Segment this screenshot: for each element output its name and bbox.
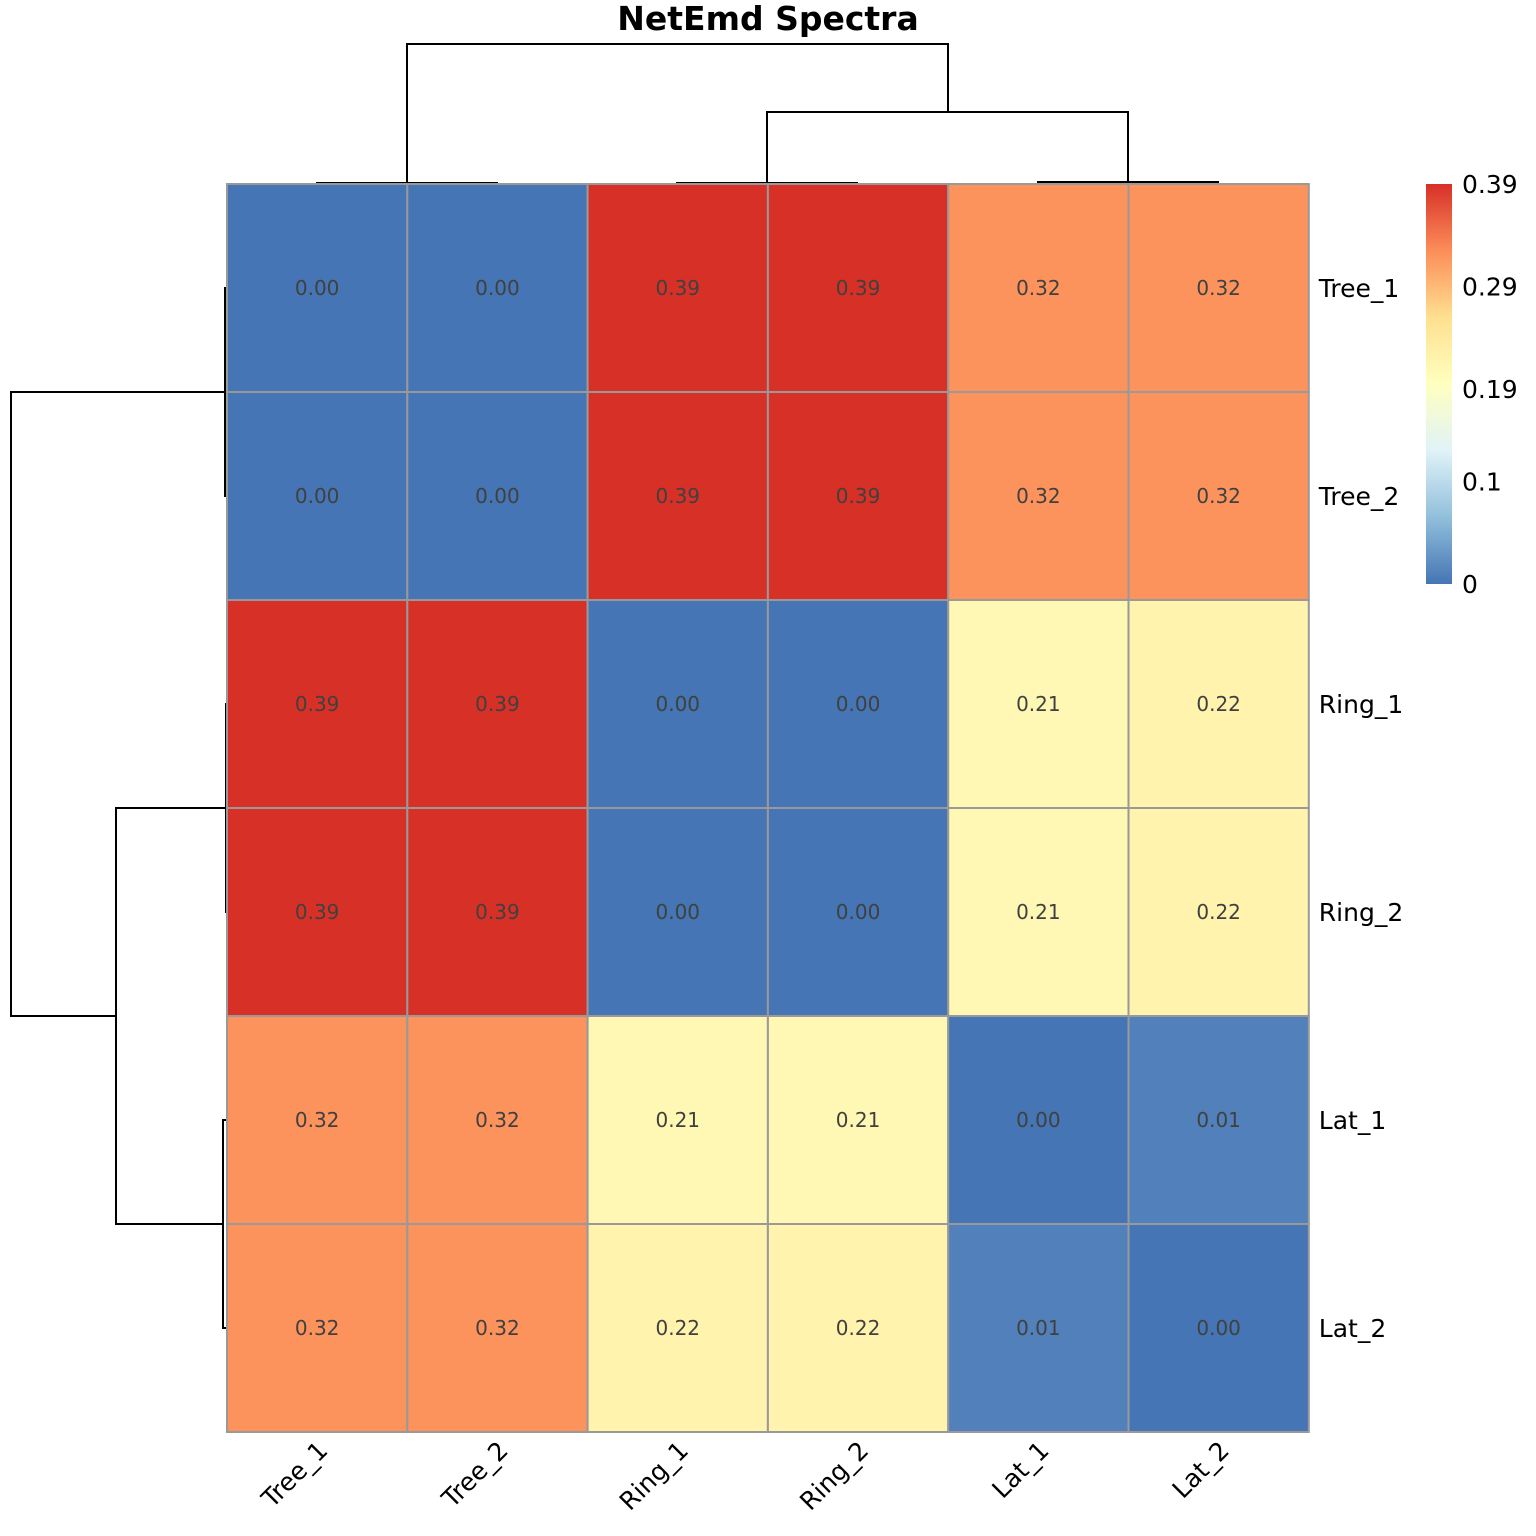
heatmap-cell: [406, 1223, 589, 1433]
column-labels: Tree_1 Tree_2 Ring_1 Ring_2 Lat_1 Lat_2: [255, 1436, 1235, 1516]
heatmap-cell: [947, 183, 1130, 393]
heatmap-cell: [1127, 1223, 1310, 1433]
heatmap-cell: [586, 1223, 769, 1433]
cell-value-label: 0.01: [1196, 1108, 1241, 1132]
heatmap-cell: [947, 807, 1130, 1017]
cell-value-label: 0.21: [655, 1108, 700, 1132]
row-label: Lat_1: [1319, 1106, 1386, 1135]
cell-value-label: 0.00: [836, 692, 881, 716]
cell-value-label: 0.39: [295, 900, 340, 924]
column-dendrogram-branch: [406, 43, 949, 183]
heatmap-cell: [1127, 183, 1310, 393]
row-dendrogram-branch: [115, 807, 226, 1225]
cell-value-label: 0.39: [655, 276, 700, 300]
legend-tick-label: 0.39: [1462, 170, 1518, 199]
row-label: Tree_1: [1318, 274, 1400, 303]
cell-value-label: 0.32: [475, 1316, 520, 1340]
cell-value-label: 0.39: [475, 900, 520, 924]
row-dendrogram-branch: [10, 391, 225, 1017]
legend-tick-label: 0: [1462, 570, 1478, 599]
heatmap-cell: [226, 1015, 409, 1225]
cell-value-label: 0.00: [655, 900, 700, 924]
cell-value-label: 0.00: [1016, 1108, 1061, 1132]
cell-value-label: 0.00: [295, 484, 340, 508]
row-label: Lat_2: [1319, 1314, 1386, 1343]
cell-value-label: 0.39: [475, 692, 520, 716]
cell-value-label: 0.00: [836, 900, 881, 924]
row-labels: Tree_1 Tree_2 Ring_1 Ring_2 Lat_1 Lat_2: [1318, 274, 1403, 1343]
color-legend: 0 0.1 0.19 0.29 0.39: [1426, 170, 1518, 599]
cell-value-label: 0.00: [655, 692, 700, 716]
column-label: Lat_1: [986, 1436, 1054, 1504]
cell-value-label: 0.32: [1016, 276, 1061, 300]
cell-value-label: 0.01: [1016, 1316, 1061, 1340]
cell-value-label: 0.32: [475, 1108, 520, 1132]
cell-value-label: 0.00: [475, 484, 520, 508]
cell-value-label: 0.32: [295, 1108, 340, 1132]
row-label: Tree_2: [1318, 482, 1400, 511]
cell-value-label: 0.32: [1196, 276, 1241, 300]
cell-value-label: 0.32: [295, 1316, 340, 1340]
cell-value-label: 0.39: [295, 692, 340, 716]
column-label: Tree_2: [436, 1436, 514, 1514]
legend-tick-label: 0.19: [1462, 375, 1518, 404]
heatmap-cell: [1127, 391, 1310, 601]
heatmap-cell: [766, 391, 950, 601]
cell-value-label: 0.22: [655, 1316, 700, 1340]
cell-value-label: 0.22: [1196, 900, 1241, 924]
row-dendrogram: [10, 287, 227, 1329]
cell-value-label: 0.21: [1016, 900, 1061, 924]
legend-color-bar: [1426, 184, 1452, 584]
chart-title: NetEmd Spectra: [617, 0, 918, 38]
heatmap-cell: [406, 1015, 589, 1225]
row-label: Ring_2: [1319, 898, 1403, 927]
heatmap-cell: [766, 1223, 950, 1433]
column-dendrogram: [316, 43, 1219, 184]
heatmap-cell: [766, 183, 950, 393]
heatmap-cell: [947, 599, 1130, 809]
cell-value-label: 0.39: [655, 484, 700, 508]
legend-tick-label: 0.1: [1462, 467, 1502, 496]
column-label: Ring_2: [794, 1436, 874, 1516]
cell-value-label: 0.32: [1016, 484, 1061, 508]
heatmap-cell: [586, 1015, 769, 1225]
legend-tick-label: 0.29: [1462, 273, 1518, 302]
column-label: Tree_1: [255, 1436, 333, 1514]
heatmap-cell: [406, 391, 589, 601]
cell-value-label: 0.21: [1016, 692, 1061, 716]
cell-value-label: 0.21: [836, 1108, 881, 1132]
cell-value-label: 0.39: [836, 484, 881, 508]
row-label: Ring_1: [1319, 690, 1403, 719]
heatmap-cell: [1127, 1015, 1310, 1225]
heatmap-cell: [406, 599, 589, 809]
column-label: Lat_2: [1167, 1436, 1235, 1504]
heatmap-cell: [947, 391, 1130, 601]
cell-value-label: 0.22: [1196, 692, 1241, 716]
column-dendrogram-branch: [766, 111, 1129, 183]
heatmap-cell: [226, 599, 409, 809]
heatmap-cell: [226, 1223, 409, 1433]
column-label: Ring_1: [614, 1436, 694, 1516]
heatmap-cells: 0.00 0.00 0.39 0.39 0.32 0.32 0.00 0.00 0.39 0.39…: [226, 183, 1310, 1433]
heatmap-cell: [226, 391, 409, 601]
heatmap-cell: [947, 1223, 1130, 1433]
heatmap-cell: [766, 1015, 950, 1225]
cell-value-label: 0.00: [1196, 1316, 1241, 1340]
cell-value-label: 0.32: [1196, 484, 1241, 508]
cell-value-label: 0.00: [295, 276, 340, 300]
heatmap-cell: [586, 807, 769, 1017]
cell-value-label: 0.22: [836, 1316, 881, 1340]
cell-value-label: 0.00: [475, 276, 520, 300]
cell-value-label: 0.39: [836, 276, 881, 300]
heatmap-cell: [1127, 807, 1310, 1017]
heatmap-cell: [1127, 599, 1310, 809]
